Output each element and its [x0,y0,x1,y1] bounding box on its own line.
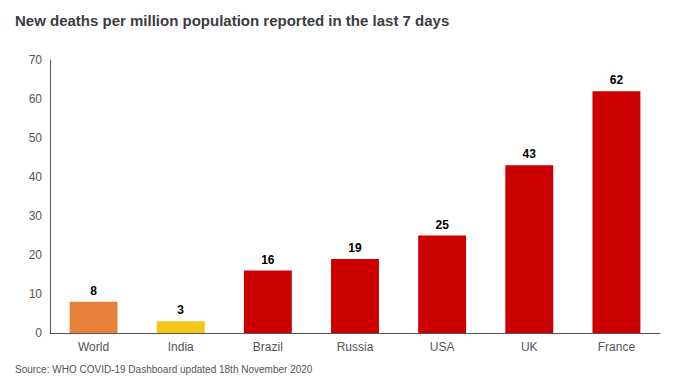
svg-text:Source: WHO COVID-19 Dashboard: Source: WHO COVID-19 Dashboard updated 1… [15,364,313,375]
svg-text:19: 19 [348,241,362,255]
svg-text:UK: UK [521,340,538,354]
svg-text:40: 40 [29,170,43,184]
svg-text:France: France [598,340,636,354]
svg-text:70: 70 [29,53,43,67]
svg-text:Russia: Russia [337,340,374,354]
svg-text:43: 43 [523,147,537,161]
svg-text:16: 16 [261,253,275,267]
svg-text:World: World [78,340,109,354]
svg-text:60: 60 [29,92,43,106]
svg-text:New deaths per million populat: New deaths per million population report… [15,12,449,29]
svg-text:3: 3 [177,303,184,317]
svg-text:8: 8 [90,284,97,298]
svg-text:India: India [168,340,194,354]
svg-text:Brazil: Brazil [253,340,283,354]
svg-text:30: 30 [29,209,43,223]
svg-text:25: 25 [435,218,449,232]
svg-text:50: 50 [29,131,43,145]
svg-text:62: 62 [610,73,624,87]
svg-text:20: 20 [29,248,43,262]
svg-text:10: 10 [29,287,43,301]
svg-text:0: 0 [35,326,42,340]
svg-text:USA: USA [430,340,455,354]
